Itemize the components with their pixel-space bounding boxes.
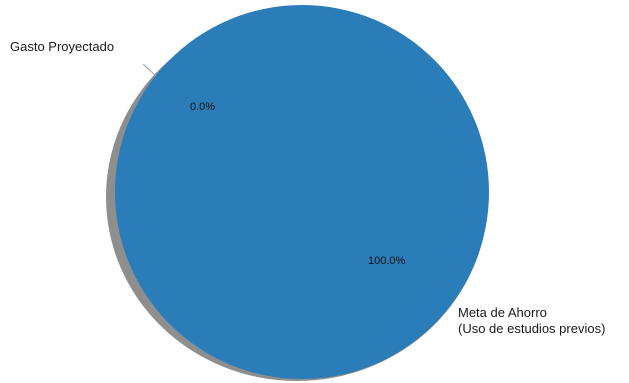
slice-label-meta-de-ahorro: Meta de Ahorro: [458, 305, 547, 320]
leader-line-gasto-proyectado: [142, 63, 157, 77]
pct-label-gasto-proyectado: 0.0%: [190, 101, 215, 113]
slice-label-meta-de-ahorro-line2: (Uso de estudios previos): [458, 321, 605, 336]
pie-slice-meta-de-ahorro-uso-de-estudios-previos: [115, 5, 489, 379]
pct-label-meta-de-ahorro: 100.0%: [368, 255, 406, 267]
pie-slices: [115, 5, 489, 379]
slice-label-gasto-proyectado: Gasto Proyectado: [10, 39, 114, 54]
